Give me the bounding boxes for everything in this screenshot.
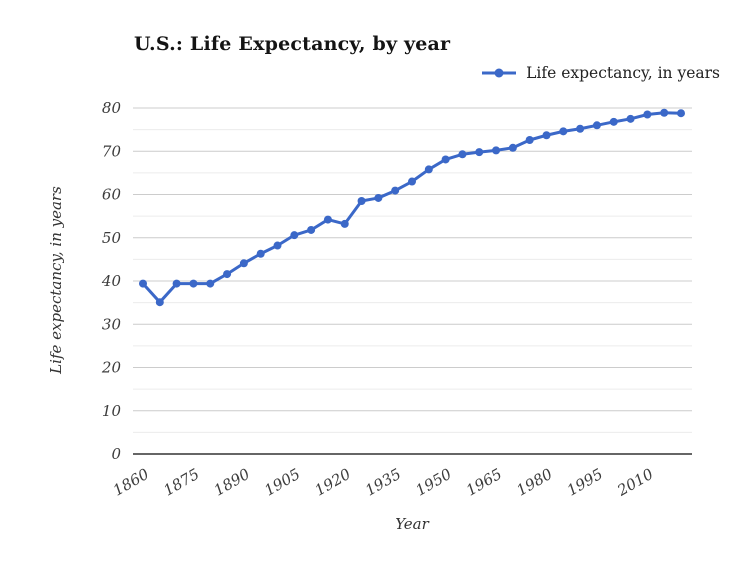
data-point[interactable]	[424, 165, 433, 174]
y-tick-label: 40	[101, 272, 122, 290]
data-point[interactable]	[508, 143, 517, 152]
x-tick-label: 1965	[463, 465, 505, 500]
data-point[interactable]	[206, 279, 215, 288]
y-tick-label: 50	[102, 229, 122, 247]
y-tick-label: 60	[102, 186, 122, 204]
data-point[interactable]	[374, 193, 383, 202]
x-tick-label: 1980	[513, 465, 555, 500]
data-point[interactable]	[239, 259, 248, 268]
data-point[interactable]	[323, 215, 332, 224]
data-point[interactable]	[525, 136, 534, 145]
y-tick-label: 70	[102, 142, 122, 160]
chart-title: U.S.: Life Expectancy, by year	[134, 33, 451, 55]
y-tick-label: 0	[111, 445, 121, 463]
data-point[interactable]	[172, 279, 181, 288]
y-tick-label: 30	[102, 315, 122, 333]
data-point[interactable]	[492, 146, 501, 155]
x-tick-label: 1950	[413, 465, 455, 500]
x-tick-label: 1935	[362, 465, 404, 500]
x-axis-title: Year	[395, 515, 429, 533]
y-tick-label: 80	[102, 99, 122, 117]
legend-marker-icon	[482, 68, 517, 78]
x-tick-label: 1920	[312, 465, 354, 500]
data-point[interactable]	[139, 279, 147, 288]
data-point[interactable]	[559, 127, 568, 136]
data-point[interactable]	[256, 249, 265, 258]
data-point[interactable]	[592, 121, 601, 130]
data-point[interactable]	[660, 108, 669, 117]
data-point[interactable]	[273, 241, 282, 250]
data-point[interactable]	[576, 124, 585, 133]
data-point[interactable]	[189, 279, 198, 288]
data-point[interactable]	[223, 270, 232, 279]
data-point[interactable]	[391, 186, 400, 195]
data-point[interactable]	[307, 225, 316, 234]
data-point[interactable]	[441, 155, 450, 164]
data-point[interactable]	[542, 131, 551, 140]
y-tick-label: 10	[102, 402, 122, 420]
x-tick-label: 1875	[160, 465, 202, 500]
data-point[interactable]	[458, 150, 467, 159]
data-point[interactable]	[475, 148, 484, 157]
legend-label: Life expectancy, in years	[526, 64, 720, 82]
x-tick-label: 1905	[261, 465, 303, 500]
y-axis-title: Life expectancy, in years	[47, 186, 65, 374]
data-point[interactable]	[677, 109, 685, 118]
data-point[interactable]	[357, 196, 366, 205]
x-tick-label: 1890	[211, 465, 253, 500]
data-point[interactable]	[609, 117, 618, 126]
y-tick-label: 20	[101, 359, 122, 377]
x-tick-label: 1860	[110, 465, 152, 500]
data-point[interactable]	[643, 110, 652, 119]
data-point[interactable]	[408, 177, 416, 186]
data-point[interactable]	[155, 298, 164, 307]
data-point[interactable]	[626, 114, 635, 123]
x-tick-label: 2010	[613, 465, 656, 500]
data-point[interactable]	[340, 219, 349, 228]
x-tick-label: 1995	[564, 465, 606, 500]
legend[interactable]: Life expectancy, in years	[481, 64, 720, 82]
data-point[interactable]	[290, 231, 299, 240]
